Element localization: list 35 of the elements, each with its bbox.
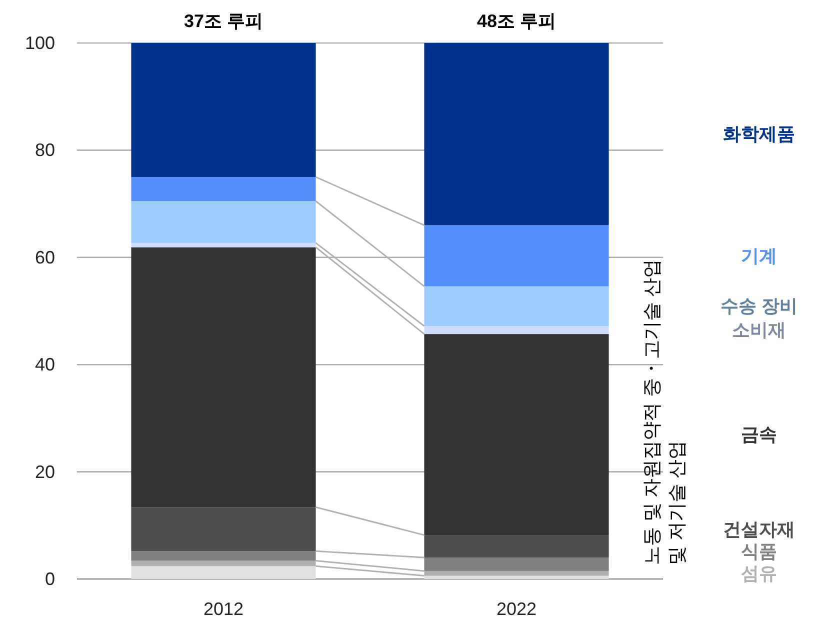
bar <box>424 43 609 226</box>
text: 소비재 <box>732 320 786 340</box>
y-tick-label: 80 <box>34 140 55 160</box>
bar <box>131 242 316 248</box>
bar <box>131 43 316 177</box>
x-tick-label: 2022 <box>496 599 537 619</box>
y-tick-label: 40 <box>34 354 55 375</box>
text: 기계 <box>741 246 777 266</box>
y-tick-label: 100 <box>24 33 55 53</box>
bar <box>424 225 609 286</box>
text: 금속 <box>741 424 777 445</box>
bar <box>424 334 609 536</box>
annotation: 노동 및 자원집약적 중・고기술 산업 및 저기술 산업 <box>642 258 688 565</box>
text: 건설자재 <box>723 519 795 540</box>
annotation: 37조 루피 <box>184 11 264 31</box>
text: 수송 장비 <box>720 296 798 316</box>
text: 화학제품 <box>723 124 795 144</box>
bar <box>131 247 316 508</box>
text: 식품 <box>741 541 777 562</box>
y-tick-label: 20 <box>34 462 55 482</box>
bar <box>424 286 609 326</box>
bar <box>424 326 609 334</box>
bar <box>424 558 609 571</box>
bar <box>131 201 316 243</box>
bar <box>424 535 609 558</box>
y-tick-label: 60 <box>34 247 55 268</box>
y-tick-label: 0 <box>44 569 55 589</box>
bar <box>131 507 316 552</box>
bar <box>131 551 316 561</box>
x-tick-label: 2012 <box>203 599 244 619</box>
bar <box>131 177 316 202</box>
text: 섬유 <box>741 563 777 584</box>
annotation: 48조 루피 <box>476 11 556 31</box>
bar <box>424 576 609 579</box>
bar <box>131 566 316 579</box>
